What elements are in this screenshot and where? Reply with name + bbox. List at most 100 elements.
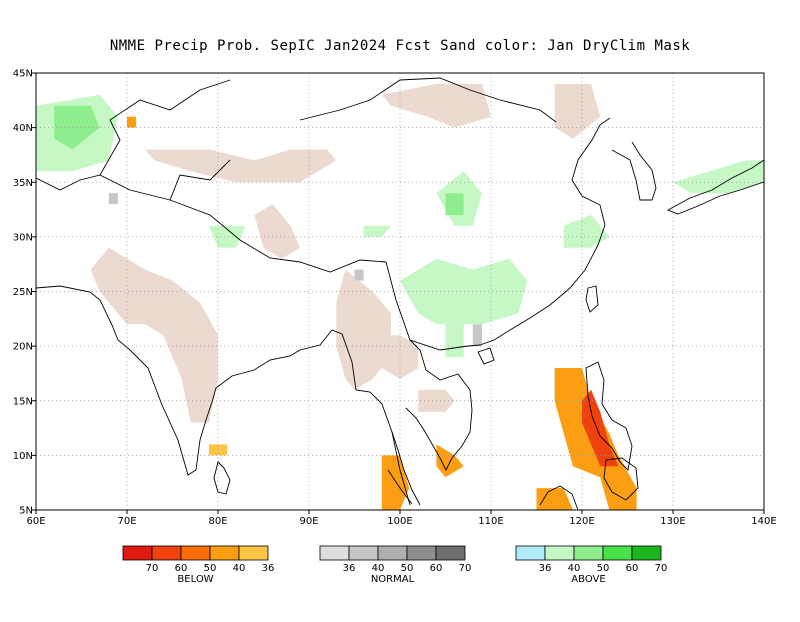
legend-normal-swatch-1 — [348, 545, 379, 561]
region-above-40-20 — [400, 258, 528, 325]
legend-below-swatch-1 — [151, 545, 182, 561]
border-central-asia — [36, 79, 231, 191]
tick-label-lat-10: 10N — [13, 451, 33, 462]
coast-sumatra — [387, 469, 413, 505]
region-normal-40-27 — [472, 324, 482, 347]
legend-below-swatch-4 — [238, 545, 269, 561]
legend-below-swatch-3 — [209, 545, 240, 561]
legend-normal-swatch-4 — [435, 545, 466, 561]
legend-below-tick-3: 40 — [233, 563, 246, 574]
region-dry-mask-0 — [90, 247, 218, 423]
legend-above-swatch-4 — [631, 545, 662, 561]
region-dry-mask-6 — [381, 83, 491, 128]
region-above-40-25 — [363, 225, 391, 237]
legend-below-swatch-2 — [180, 545, 211, 561]
tick-label-lon-70: 70E — [117, 516, 136, 527]
legend-normal: 36 40 50 60 70 NORMAL — [319, 545, 472, 585]
latitude-axis: 5N 10N 15N 20N 25N 30N 35N 40N 45N — [13, 69, 36, 517]
legend-below-swatch-0 — [122, 545, 153, 561]
legend-below-tick-4: 36 — [262, 563, 275, 574]
tick-label-lat-20: 20N — [13, 342, 33, 353]
legend-normal-swatch-2 — [377, 545, 408, 561]
legend-normal-tick-4: 70 — [459, 563, 472, 574]
region-above-40-23 — [563, 215, 610, 248]
border-china-west — [169, 159, 231, 201]
legend-normal-swatch-3 — [406, 545, 437, 561]
coast-mindanao — [603, 457, 639, 501]
coastlines-and-borders — [36, 77, 764, 510]
coast-indochina — [405, 339, 473, 472]
region-dry-mask-3 — [336, 269, 391, 390]
legend-above-tick-4: 70 — [655, 563, 668, 574]
legend-normal-tick-3: 60 — [430, 563, 443, 574]
region-below-60-9 — [582, 389, 619, 467]
region-dry-mask-2 — [254, 204, 300, 259]
coast-china — [479, 117, 611, 346]
legend-above-swatch-1 — [544, 545, 575, 561]
border-indochina — [385, 261, 481, 351]
region-above-40-22 — [673, 160, 764, 194]
coast-japan — [666, 159, 764, 215]
tick-label-lat-40: 40N — [13, 123, 33, 134]
region-above-40-24 — [208, 225, 246, 248]
region-below-40-12 — [536, 488, 573, 510]
border-himalaya — [99, 174, 387, 273]
tick-label-lat-5: 5N — [19, 506, 33, 517]
coast-borneo — [539, 485, 579, 510]
tick-label-lon-90: 90E — [299, 516, 318, 527]
legend-above-tick-0: 36 — [539, 563, 552, 574]
legend-above-label: ABOVE — [571, 574, 605, 585]
tick-label-lat-35: 35N — [13, 178, 33, 189]
legend-above-tick-3: 60 — [626, 563, 639, 574]
legend-normal-label: NORMAL — [371, 574, 415, 585]
coast-malay — [391, 431, 421, 506]
legend-above-swatch-3 — [602, 545, 633, 561]
region-below-40-10 — [381, 455, 410, 510]
legend-below-tick-0: 70 — [146, 563, 159, 574]
legend-normal-swatch-0 — [319, 545, 350, 561]
longitude-axis: 60E 70E 80E 90E 100E 110E 120E 130E 140E — [26, 510, 777, 527]
region-normal-40-28 — [354, 269, 364, 281]
legend-normal-tick-1: 40 — [372, 563, 385, 574]
tick-label-lat-25: 25N — [13, 287, 33, 298]
tick-label-lat-30: 30N — [13, 232, 33, 243]
tick-label-lat-15: 15N — [13, 396, 33, 407]
legend-above: 36 40 50 60 70 ABOVE — [515, 545, 668, 585]
coast-hainan — [477, 347, 495, 365]
legend-below-tick-1: 60 — [175, 563, 188, 574]
coast-korea — [611, 141, 657, 201]
legend-above-tick-2: 50 — [597, 563, 610, 574]
border-mongolia — [299, 77, 557, 123]
legend-above-swatch-2 — [573, 545, 604, 561]
tick-label-lon-100: 100E — [387, 516, 412, 527]
coast-taiwan — [585, 285, 599, 313]
region-dry-mask-1 — [145, 149, 337, 183]
region-dry-mask-7 — [554, 83, 601, 139]
region-below-40-11 — [436, 444, 464, 478]
coast-south-asia — [36, 285, 411, 506]
tick-label-lat-45: 45N — [13, 69, 33, 80]
tick-label-lon-140: 140E — [751, 516, 776, 527]
tick-label-lon-120: 120E — [569, 516, 594, 527]
tick-label-lon-110: 110E — [478, 516, 503, 527]
region-below-40-14 — [127, 116, 137, 128]
region-normal-40-26 — [108, 193, 118, 205]
legend-normal-tick-2: 50 — [401, 563, 414, 574]
forecast-shading — [36, 83, 764, 510]
coast-sri-lanka — [213, 461, 231, 495]
tick-label-lon-60: 60E — [26, 516, 45, 527]
legend-normal-tick-0: 36 — [343, 563, 356, 574]
legend-above-swatch-0 — [515, 545, 546, 561]
tick-label-lon-80: 80E — [208, 516, 227, 527]
coast-philippines — [585, 361, 633, 471]
legend-below: 70 60 50 40 36 BELOW — [122, 545, 275, 585]
region-above-50-19 — [445, 193, 464, 215]
legend-above-tick-1: 40 — [568, 563, 581, 574]
tick-label-lon-130: 130E — [660, 516, 685, 527]
region-above-40-21 — [445, 324, 464, 358]
map-title: NMME Precip Prob. SepIC Jan2024 Fcst San… — [110, 38, 690, 54]
legend-below-tick-2: 50 — [204, 563, 217, 574]
